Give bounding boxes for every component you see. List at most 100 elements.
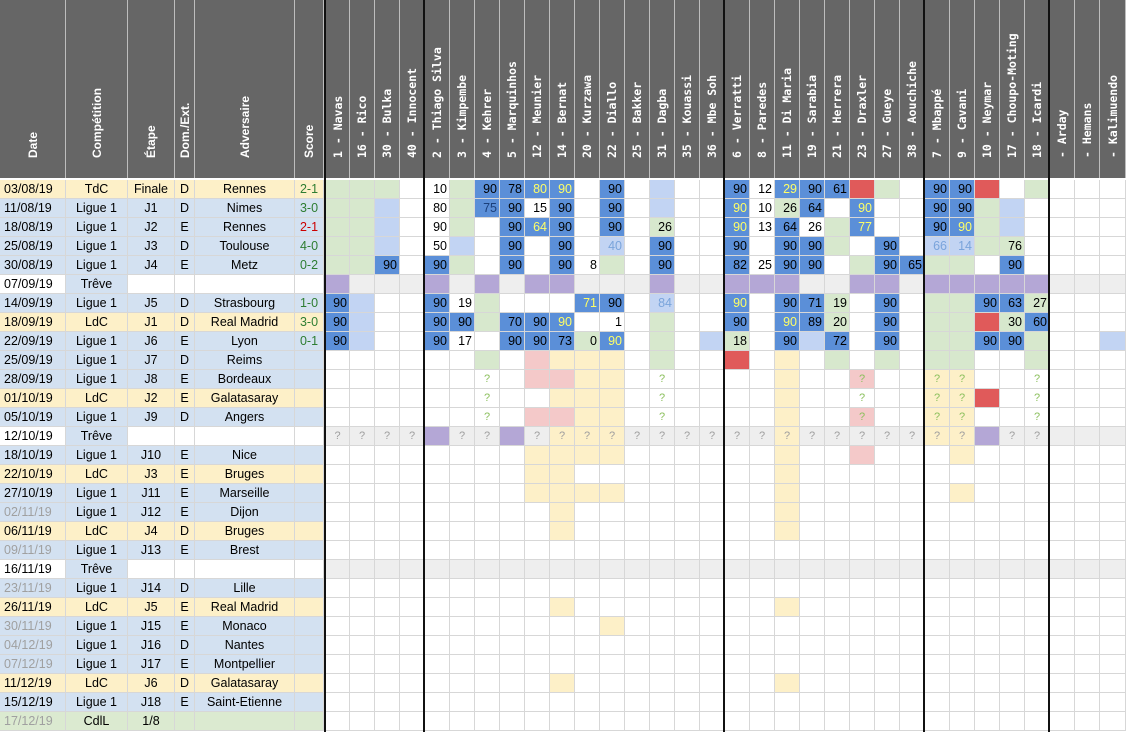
match-score[interactable]: 2-1: [295, 180, 324, 199]
match-stage[interactable]: J3: [128, 237, 175, 256]
player-cell[interactable]: 82: [725, 256, 750, 275]
player-cell[interactable]: [700, 541, 725, 560]
header-player-16-rico[interactable]: 16 - Rico: [350, 0, 375, 178]
player-cell[interactable]: [650, 332, 675, 351]
player-cell[interactable]: [975, 579, 1000, 598]
player-cell[interactable]: [825, 275, 850, 294]
player-cell[interactable]: [550, 465, 575, 484]
player-cell[interactable]: [1100, 560, 1126, 579]
player-cell[interactable]: [900, 332, 925, 351]
player-cell[interactable]: [725, 617, 750, 636]
player-cell[interactable]: [750, 484, 775, 503]
player-cell[interactable]: ?: [925, 370, 950, 389]
player-cell[interactable]: [400, 484, 425, 503]
player-cell[interactable]: [400, 370, 425, 389]
player-cell[interactable]: [525, 294, 550, 313]
player-cell[interactable]: 0: [575, 332, 600, 351]
player-cell[interactable]: [450, 541, 475, 560]
player-cell[interactable]: [475, 484, 500, 503]
player-cell[interactable]: [775, 541, 800, 560]
player-cell[interactable]: [400, 218, 425, 237]
player-cell[interactable]: [400, 180, 425, 199]
header-player-25-bakker[interactable]: 25 - Bakker: [625, 0, 650, 178]
match-date[interactable]: 30/08/19: [0, 256, 66, 275]
player-cell[interactable]: 65: [900, 256, 925, 275]
player-cell[interactable]: [775, 389, 800, 408]
player-cell[interactable]: 90: [775, 237, 800, 256]
player-cell[interactable]: [925, 446, 950, 465]
player-cell[interactable]: [1000, 655, 1025, 674]
header-player-1-navas[interactable]: 1 - Navas: [326, 0, 350, 178]
header-competition[interactable]: Compétition: [66, 0, 128, 178]
player-cell[interactable]: [900, 313, 925, 332]
player-cell[interactable]: [775, 465, 800, 484]
player-cell[interactable]: [650, 503, 675, 522]
player-cell[interactable]: [575, 541, 600, 560]
player-cell[interactable]: [1000, 180, 1025, 199]
player-cell[interactable]: [400, 294, 425, 313]
player-cell[interactable]: [625, 484, 650, 503]
match-stage[interactable]: J10: [128, 446, 175, 465]
match-venue[interactable]: D: [175, 351, 195, 370]
player-cell[interactable]: [1075, 313, 1100, 332]
header-player-11-di-maria[interactable]: 11 - Di Maria: [775, 0, 800, 178]
player-cell[interactable]: [750, 370, 775, 389]
player-cell[interactable]: [700, 237, 725, 256]
player-cell[interactable]: [1100, 541, 1126, 560]
player-cell[interactable]: [775, 408, 800, 427]
player-cell[interactable]: [900, 541, 925, 560]
player-cell[interactable]: [725, 693, 750, 712]
player-cell[interactable]: [975, 598, 1000, 617]
player-cell[interactable]: [425, 522, 450, 541]
player-cell[interactable]: [750, 712, 775, 731]
player-cell[interactable]: ?: [475, 370, 500, 389]
player-cell[interactable]: [425, 446, 450, 465]
player-cell[interactable]: [425, 275, 450, 294]
player-cell[interactable]: [850, 180, 875, 199]
match-stage[interactable]: J2: [128, 389, 175, 408]
player-cell[interactable]: [350, 617, 375, 636]
header-score[interactable]: Score: [295, 0, 324, 178]
match-comp[interactable]: Ligue 1: [66, 693, 128, 712]
player-cell[interactable]: [800, 617, 825, 636]
player-cell[interactable]: [400, 313, 425, 332]
player-cell[interactable]: [700, 560, 725, 579]
player-cell[interactable]: [550, 579, 575, 598]
player-cell[interactable]: [600, 351, 625, 370]
player-cell[interactable]: [400, 465, 425, 484]
player-cell[interactable]: [450, 465, 475, 484]
match-stage[interactable]: J11: [128, 484, 175, 503]
player-cell[interactable]: [1100, 427, 1126, 446]
match-venue[interactable]: E: [175, 256, 195, 275]
match-comp[interactable]: Ligue 1: [66, 294, 128, 313]
player-cell[interactable]: [1050, 389, 1075, 408]
player-cell[interactable]: [500, 370, 525, 389]
player-cell[interactable]: [1025, 465, 1050, 484]
player-cell[interactable]: [450, 408, 475, 427]
player-cell[interactable]: [975, 636, 1000, 655]
player-cell[interactable]: [950, 332, 975, 351]
player-cell[interactable]: [850, 598, 875, 617]
player-cell[interactable]: [650, 712, 675, 731]
player-cell[interactable]: [1100, 522, 1126, 541]
player-cell[interactable]: [326, 484, 350, 503]
player-cell[interactable]: [425, 598, 450, 617]
player-cell[interactable]: [675, 579, 700, 598]
player-cell[interactable]: 90: [875, 313, 900, 332]
player-cell[interactable]: [800, 636, 825, 655]
player-cell[interactable]: [1050, 484, 1075, 503]
player-cell[interactable]: [725, 655, 750, 674]
player-cell[interactable]: [1000, 465, 1025, 484]
player-cell[interactable]: [750, 237, 775, 256]
player-cell[interactable]: [475, 522, 500, 541]
match-venue[interactable]: D: [175, 313, 195, 332]
player-cell[interactable]: [825, 446, 850, 465]
player-cell[interactable]: [1075, 503, 1100, 522]
player-cell[interactable]: [1100, 256, 1126, 275]
header-player-19-sarabia[interactable]: 19 - Sarabia: [800, 0, 825, 178]
header-player-22-diallo[interactable]: 22 - Diallo: [600, 0, 625, 178]
player-cell[interactable]: 90: [650, 256, 675, 275]
player-cell[interactable]: [350, 541, 375, 560]
player-cell[interactable]: [500, 408, 525, 427]
player-cell[interactable]: ?: [475, 408, 500, 427]
